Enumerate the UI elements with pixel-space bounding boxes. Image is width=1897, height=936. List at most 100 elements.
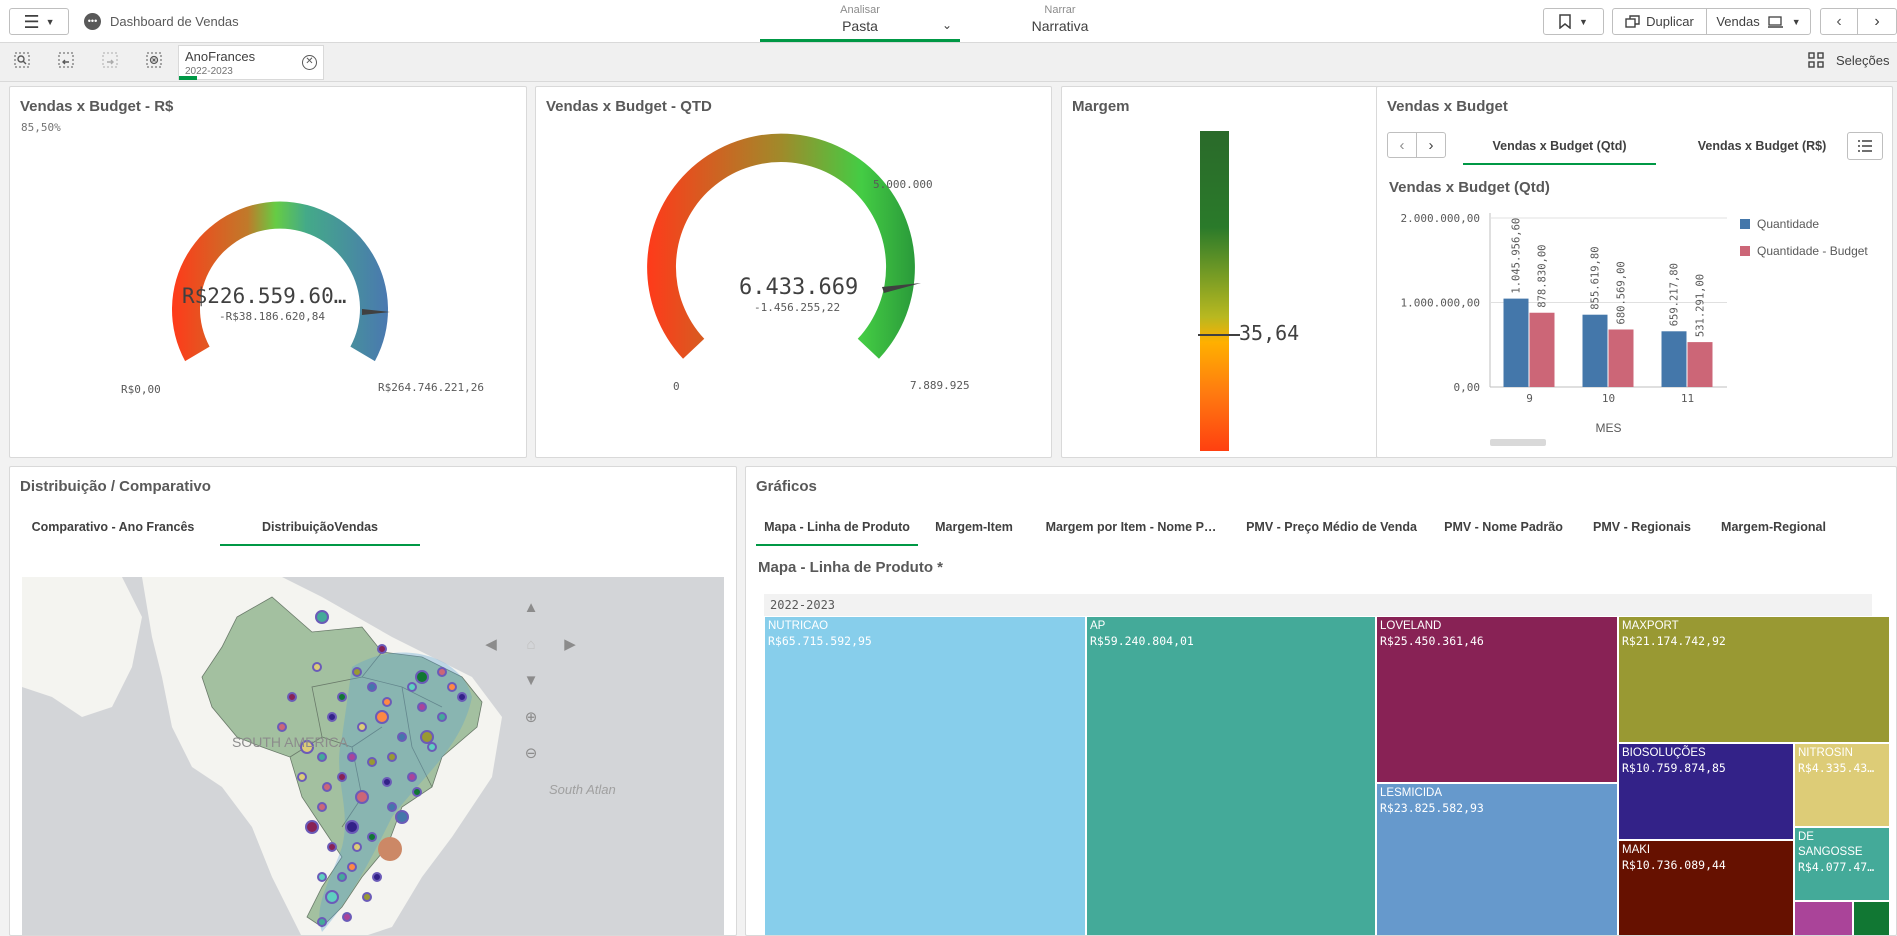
tab-comparativo[interactable]: Comparativo - Ano Francês [31,520,195,534]
map-point[interactable] [327,712,337,722]
list-view-button[interactable] [1847,132,1883,160]
treemap-cell[interactable]: NUTRICAO R$65.715.592,95 [764,616,1086,935]
chart-scrollbar[interactable] [1490,439,1546,446]
vendas-budget-rs-panel[interactable]: Vendas x Budget - R$ 85,50% R$226.559.60… [9,86,527,458]
tab-margem-item[interactable]: Margem-Item [935,520,1013,534]
map-point[interactable] [457,692,467,702]
tab-mapa-linha-produto[interactable]: Mapa - Linha de Produto [756,520,918,546]
map-point[interactable] [347,862,357,872]
map-point[interactable] [327,842,337,852]
pan-up-icon[interactable]: ▲ [523,599,539,616]
treemap-cell[interactable]: MAKI R$10.736.089,44 [1618,840,1794,935]
map-point[interactable] [407,682,417,692]
treemap[interactable]: NUTRICAO R$65.715.592,95 AP R$59.240.804,01… [764,616,1890,935]
tab-distribuicao-vendas[interactable]: DistribuiçãoVendas [220,520,420,546]
duplicate-button[interactable]: Duplicar [1612,8,1707,35]
map-point[interactable] [415,670,429,684]
map-point[interactable] [357,722,367,732]
map-point[interactable] [317,752,327,762]
map-point[interactable] [297,772,307,782]
next-sheet-button[interactable]: › [1857,8,1897,35]
vendas-budget-qtd-panel[interactable]: Vendas x Budget - QTD 6.433.669 -1.456.2… [535,86,1052,458]
map-point[interactable] [317,872,327,882]
map-point[interactable] [337,772,347,782]
treemap-cell[interactable]: MAXPORT R$21.174.742,92 [1618,616,1890,743]
map-point[interactable] [387,752,397,762]
map-point[interactable] [337,872,347,882]
map-point[interactable] [367,682,377,692]
map-point[interactable] [377,644,387,654]
map-point[interactable] [382,777,392,787]
map-point[interactable] [322,782,332,792]
map-point[interactable] [437,667,447,677]
step-back-icon[interactable] [55,52,77,74]
map-point[interactable] [372,872,382,882]
treemap-cell[interactable]: LOVELAND R$25.450.361,46 [1376,616,1618,783]
zoom-in-icon[interactable]: ⊕ [524,709,538,726]
sheet-selector[interactable]: Vendas ▼ [1706,8,1811,35]
map-point[interactable] [367,757,377,767]
treemap-cell[interactable]: AP R$59.240.804,01 [1086,616,1376,935]
smart-search-icon[interactable] [11,52,33,74]
clear-selection-icon[interactable]: ✕ [302,55,317,70]
clear-all-icon[interactable] [143,52,165,74]
map-point[interactable] [352,667,362,677]
home-icon[interactable]: ⌂ [526,636,536,653]
map-point[interactable] [345,820,359,834]
map-point[interactable] [317,802,327,812]
map-point[interactable] [447,682,457,692]
map-point[interactable] [277,722,287,732]
map-point[interactable] [382,697,392,707]
pan-left-icon[interactable]: ◀ [485,636,497,653]
map-point[interactable] [417,702,427,712]
map-point[interactable] [287,692,297,702]
previous-sheet-button[interactable]: ‹ [1820,8,1858,35]
map-point[interactable] [315,610,329,624]
map[interactable]: SOUTH AMERICA South Atlan ▲ ◀ ⌂ ▶ ▼ ⊕ ⊖ [22,577,724,935]
container-next-button[interactable]: › [1416,132,1446,158]
map-point[interactable] [412,787,422,797]
graficos-panel[interactable]: Gráficos Mapa - Linha de Produto Margem-… [745,466,1897,936]
menu-button[interactable]: ☰ ▼ [9,8,69,35]
step-forward-icon[interactable] [99,52,121,74]
tab-pmv-regionais[interactable]: PMV - Regionais [1593,520,1691,534]
zoom-out-icon[interactable]: ⊖ [524,745,538,762]
vendas-budget-container-panel[interactable]: Vendas x Budget ‹ › Vendas x Budget (Qtd… [1376,86,1893,458]
tab-vendas-qtd[interactable]: Vendas x Budget (Qtd) [1463,139,1656,165]
map-point[interactable] [342,912,352,922]
chevron-down-icon[interactable]: ⌄ [941,18,952,32]
map-point[interactable] [305,820,319,834]
pan-down-icon[interactable]: ▼ [523,672,539,689]
map-point[interactable] [420,730,434,744]
map-point[interactable] [352,842,362,852]
treemap-cell[interactable]: NITROSIN R$4.335.43… [1794,743,1890,827]
map-point[interactable] [397,732,407,742]
tab-margem-por-item[interactable]: Margem por Item - Nome P… [1045,520,1217,534]
distribuicao-panel[interactable]: Distribuição / Comparativo Comparativo -… [9,466,737,936]
selections-tool-button[interactable]: Seleções [1808,52,1889,68]
map-point[interactable] [347,752,357,762]
map-point[interactable] [437,712,447,722]
pan-right-icon[interactable]: ▶ [564,636,576,653]
treemap-cell[interactable] [1794,901,1853,935]
map-point[interactable] [378,837,402,861]
map-point[interactable] [362,892,372,902]
tab-pmv-nome-padrao[interactable]: PMV - Nome Padrão [1444,520,1563,534]
treemap-cell[interactable]: LESMICIDA R$23.825.582,93 [1376,783,1618,935]
map-point[interactable] [407,772,417,782]
treemap-cell[interactable]: DE SANGOSSE R$4.077.47… [1794,827,1890,901]
map-point[interactable] [300,740,314,754]
map-point[interactable] [337,692,347,702]
bookmark-button[interactable]: ▼ [1543,8,1604,35]
margem-panel[interactable]: Margem 35,64 [1061,86,1378,458]
map-point[interactable] [375,710,389,724]
tab-narrar[interactable]: Narrar Narrativa [960,4,1160,42]
map-point[interactable] [355,790,369,804]
selection-chip[interactable]: AnoFrances 2022-2023 ✕ [178,45,324,80]
tab-margem-regional[interactable]: Margem-Regional [1721,520,1826,534]
map-point[interactable] [395,810,409,824]
map-point[interactable] [387,802,397,812]
treemap-cell[interactable] [1853,901,1890,935]
map-point[interactable] [367,832,377,842]
tab-analisar[interactable]: Analisar Pasta ⌄ [760,4,960,42]
